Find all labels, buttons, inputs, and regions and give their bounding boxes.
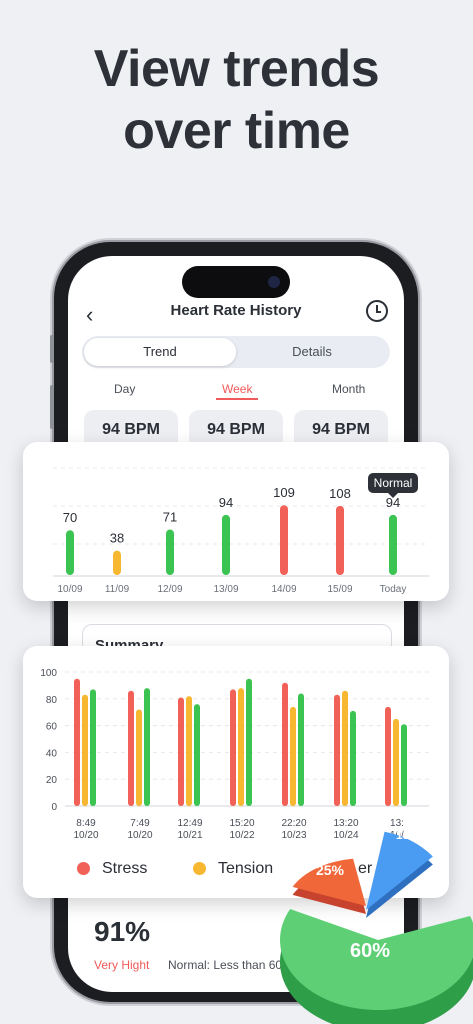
bar: [144, 688, 150, 806]
bar-value-label: 70: [63, 510, 77, 525]
bar: [82, 694, 88, 806]
bar-value-label: 108: [329, 486, 351, 501]
x-tick-label: 10/09: [57, 584, 82, 595]
trend-details-toggle: Trend Details: [82, 336, 390, 368]
phone-side-button: [50, 335, 54, 363]
bar: [246, 678, 252, 806]
tab-details[interactable]: Details: [292, 344, 332, 359]
period-week-indicator: [216, 398, 258, 400]
x-tick-label-date: 10/24: [333, 830, 358, 841]
bar: [238, 688, 244, 806]
camera-icon: [268, 276, 280, 288]
x-tick-label: Today: [380, 584, 407, 595]
x-tick-label: 15/09: [327, 584, 352, 595]
pie-label-red: 25%: [316, 862, 345, 878]
x-tick-label-date: 10/23: [281, 830, 306, 841]
x-tick-label-date: 10/21: [177, 830, 202, 841]
headline-line-2: over time: [123, 102, 350, 160]
bar: [230, 689, 236, 806]
x-tick-label-date: 10/22: [229, 830, 254, 841]
bar: [222, 514, 230, 575]
clock-icon[interactable]: [366, 300, 388, 322]
bar-value-label: 71: [163, 510, 177, 525]
x-tick-label-time: 7:49: [130, 818, 150, 829]
pie-slice-blue: [366, 831, 433, 910]
x-tick-label-time: 15:20: [229, 818, 254, 829]
bar: [298, 693, 304, 806]
pie-slice-red: [292, 858, 366, 906]
period-week[interactable]: Week: [222, 382, 253, 396]
x-tick-label-time: 13:: [390, 818, 404, 829]
tooltip-text: Normal: [374, 476, 413, 490]
bar: [290, 706, 296, 806]
y-tick-label: 80: [46, 695, 58, 706]
legend-label-partial: er: [358, 860, 373, 877]
bar: [334, 694, 340, 806]
phone-side-button: [50, 385, 54, 429]
tab-trend[interactable]: Trend: [84, 338, 236, 366]
bar: [66, 530, 74, 575]
x-tick-label: 12/09: [157, 584, 182, 595]
y-tick-label: 0: [51, 802, 57, 813]
back-button[interactable]: ‹: [86, 302, 94, 327]
legend-label-stress: Stress: [102, 860, 148, 877]
period-day[interactable]: Day: [114, 382, 136, 396]
x-tick-label-date: 10/20: [127, 830, 152, 841]
x-tick-label-time: 12:49: [177, 818, 202, 829]
headline-line-1: View trends: [93, 40, 380, 98]
y-tick-label: 40: [46, 748, 58, 759]
bar: [128, 690, 134, 806]
y-tick-label: 20: [46, 775, 58, 786]
tooltip-box: [368, 473, 418, 493]
bar: [166, 529, 174, 575]
tooltip-pointer: [388, 493, 398, 498]
stress-tension-chart-card: 0 20 40 60 80 100 8:49 10/20 7:49 10/20 12:49 10/21…: [23, 646, 449, 898]
percentage-pie-chart: 60% 25% 15%: [280, 828, 473, 1024]
pie-label-green: 60%: [350, 940, 390, 962]
heart-rate-week-chart-card: 70 10/09 38 11/09 71 12/09 94 13/09 109 14/09 108 1…: [23, 442, 449, 601]
bar: [186, 696, 192, 806]
legend-label-tension: Tension: [218, 860, 274, 877]
period-month[interactable]: Month: [332, 382, 366, 396]
bar: [136, 709, 142, 806]
x-tick-label-time: 22:20: [281, 818, 306, 829]
bar: [178, 697, 184, 806]
bar: [350, 710, 356, 806]
heart-rate-week-chart: 70 10/09 38 11/09 71 12/09 94 13/09 109 14/09 108 1…: [53, 467, 429, 595]
summary-percent: 91%: [94, 916, 151, 947]
y-tick-label: 100: [40, 668, 57, 679]
bar: [342, 690, 348, 806]
bar: [401, 724, 407, 806]
x-tick-label: 14/09: [271, 584, 296, 595]
bar-value-label: 109: [273, 485, 295, 500]
legend-dot-stress: [77, 862, 90, 875]
x-tick-label: 11/09: [105, 584, 130, 595]
summary-level: Very Hight: [94, 958, 150, 972]
bar: [90, 689, 96, 806]
dynamic-island: [182, 266, 290, 298]
summary-normal-note: Normal: Less than 60: [168, 958, 283, 972]
bar-value-label: 94: [219, 495, 233, 510]
x-tick-label: 13/09: [213, 584, 238, 595]
bar: [74, 678, 80, 806]
pie-label-blue: 15%: [396, 828, 420, 842]
bar: [336, 505, 344, 575]
bar: [194, 704, 200, 806]
bar-value-label: 38: [110, 531, 124, 546]
pie-slice-green: [280, 909, 473, 1010]
bar: [393, 718, 399, 806]
bar: [280, 505, 288, 575]
bar-value-label: 94: [386, 495, 400, 510]
y-tick-label: 60: [46, 722, 58, 733]
legend-dot-tension: [193, 862, 206, 875]
headline: View trends over time: [0, 38, 473, 162]
x-tick-label-time: 13:20: [333, 818, 358, 829]
bar: [389, 514, 397, 575]
page-title: Heart Rate History: [170, 302, 302, 319]
bar: [385, 706, 391, 806]
bar: [113, 550, 121, 575]
x-tick-label-date: 10/20: [73, 830, 98, 841]
x-tick-label-time: 8:49: [76, 818, 96, 829]
bar: [282, 682, 288, 806]
